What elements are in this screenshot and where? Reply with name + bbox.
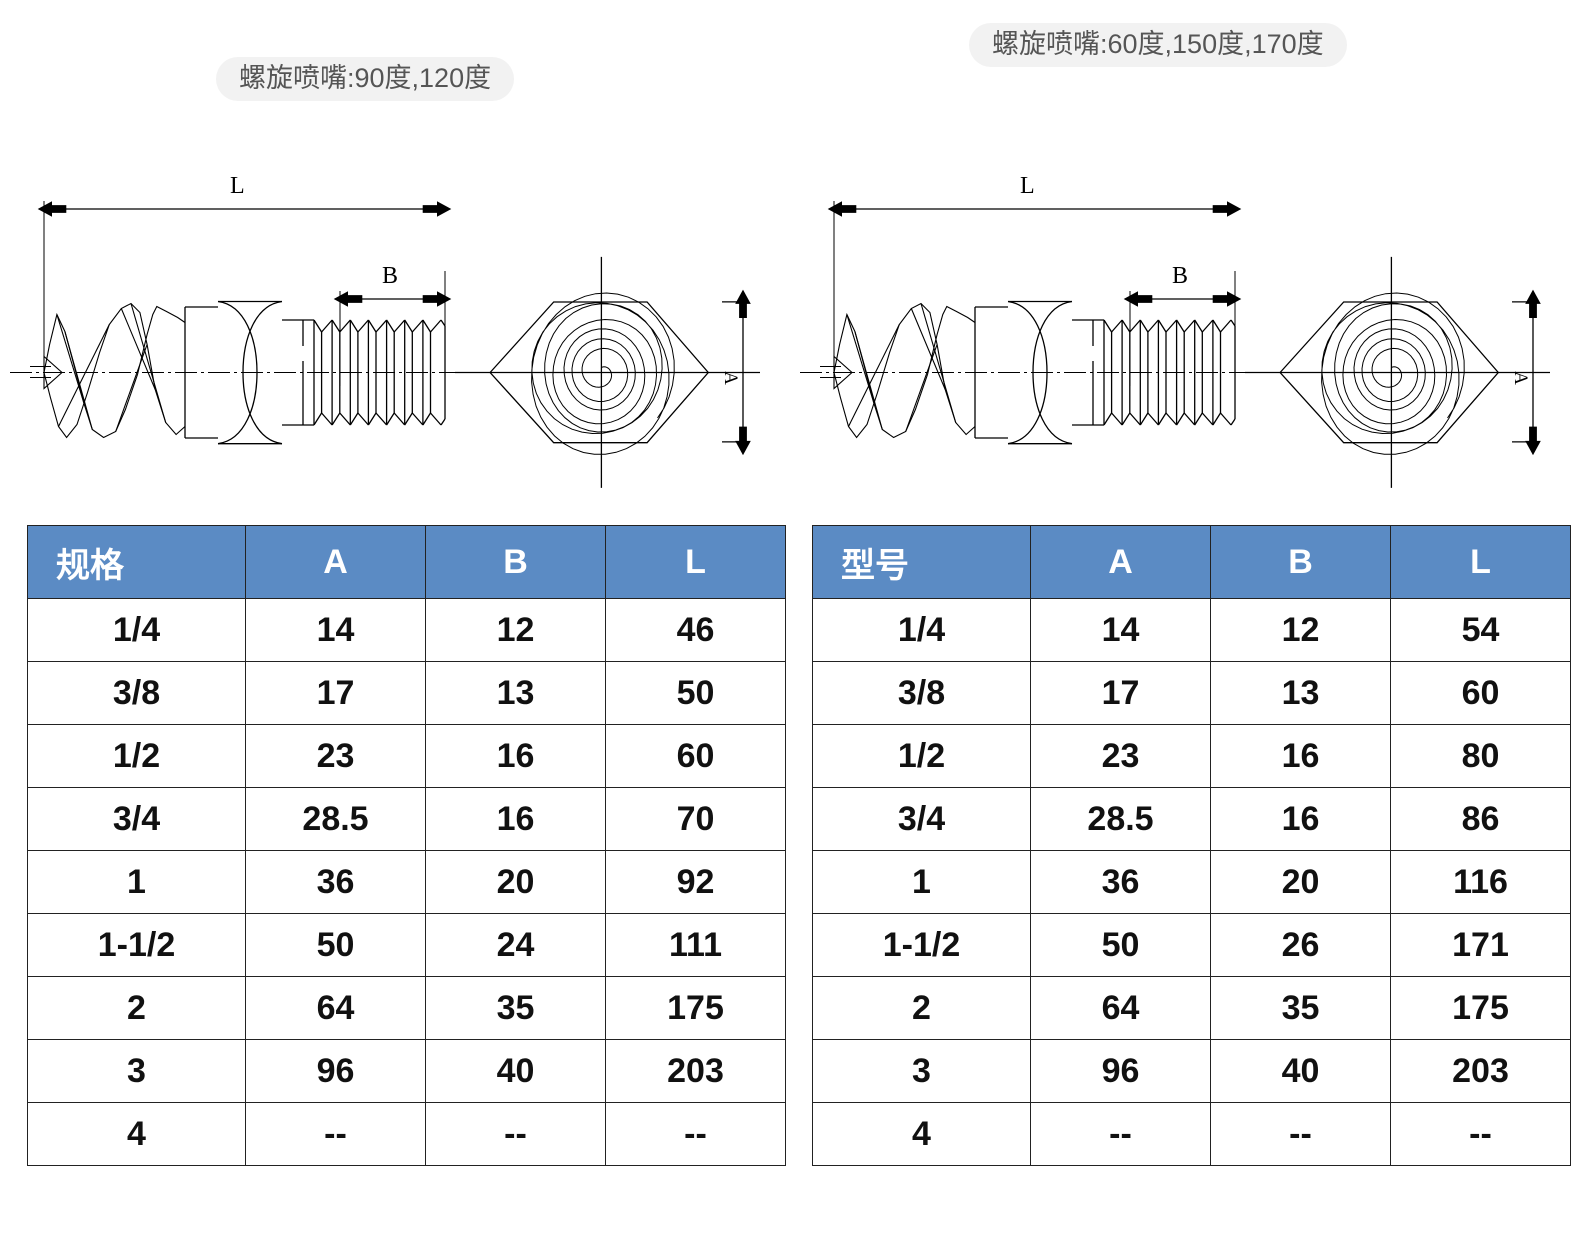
svg-text:A: A <box>720 371 741 385</box>
svg-text:B: B <box>382 263 398 289</box>
svg-text:A: A <box>1510 371 1531 385</box>
svg-text:B: B <box>1172 263 1188 289</box>
svg-text:L: L <box>1020 173 1035 199</box>
svg-text:L: L <box>230 173 245 199</box>
